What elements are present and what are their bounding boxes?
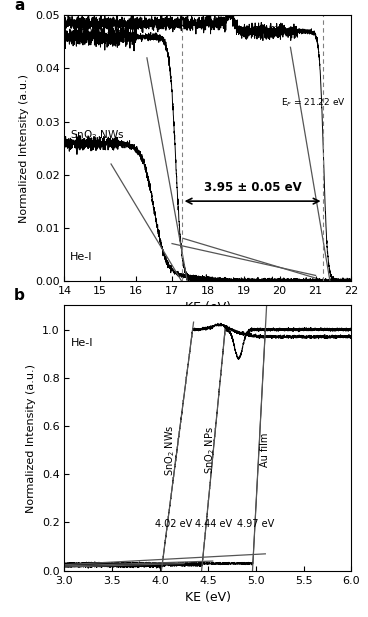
Text: SnO$_2$ NPs: SnO$_2$ NPs — [203, 426, 217, 474]
Text: Au film: Au film — [253, 26, 290, 36]
Text: 4.44 eV: 4.44 eV — [195, 520, 233, 529]
Y-axis label: Normalized Intensity (a.u.): Normalized Intensity (a.u.) — [19, 73, 29, 223]
Text: SnO$_2$ NPs: SnO$_2$ NPs — [78, 24, 129, 38]
Y-axis label: Normalized Intensity (a.u.): Normalized Intensity (a.u.) — [26, 363, 36, 513]
X-axis label: KE (eV): KE (eV) — [185, 301, 231, 314]
Text: 4.97 eV: 4.97 eV — [237, 520, 274, 529]
Text: He-I: He-I — [71, 338, 93, 349]
Text: E$_F$ = 21.22 eV: E$_F$ = 21.22 eV — [282, 97, 346, 109]
Text: SnO$_2$ NWs: SnO$_2$ NWs — [70, 128, 124, 143]
Text: Au film: Au film — [260, 433, 270, 467]
Text: 4.02 eV: 4.02 eV — [155, 520, 192, 529]
X-axis label: KE (eV): KE (eV) — [185, 591, 231, 604]
Text: b: b — [14, 288, 25, 303]
Text: SnO$_2$ NWs: SnO$_2$ NWs — [163, 424, 177, 476]
Text: 3.95 ± 0.05 eV: 3.95 ± 0.05 eV — [204, 181, 301, 194]
Text: a: a — [14, 0, 25, 13]
Text: He-I: He-I — [70, 252, 92, 262]
